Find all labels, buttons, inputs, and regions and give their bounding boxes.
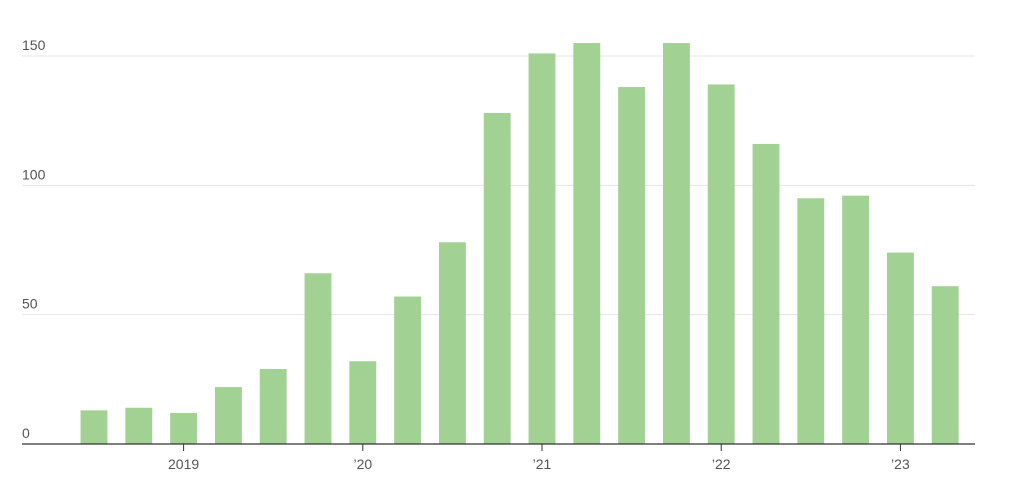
bar — [797, 198, 825, 444]
y-tick-label: 100 — [22, 166, 46, 182]
bar — [528, 53, 556, 445]
y-tick-label: 0 — [22, 425, 30, 441]
bar — [483, 112, 511, 444]
bar — [886, 252, 914, 444]
bar — [170, 412, 198, 444]
x-tick-label: ’20 — [353, 456, 372, 472]
x-tick-label: 2019 — [168, 456, 199, 472]
bar — [618, 87, 646, 444]
bar — [214, 387, 242, 444]
x-tick-label: ’22 — [712, 456, 731, 472]
bar — [438, 242, 466, 444]
bar — [573, 43, 601, 445]
bar — [394, 296, 422, 444]
y-tick-label: 150 — [22, 37, 46, 53]
bar — [662, 43, 690, 445]
bar — [125, 407, 153, 444]
bar — [304, 273, 332, 444]
bar — [707, 84, 735, 444]
bar — [349, 361, 377, 444]
bar — [752, 143, 780, 445]
x-tick-label: ’21 — [533, 456, 552, 472]
y-tick-label: 50 — [22, 296, 38, 312]
bar — [80, 410, 108, 444]
x-tick-label: ’23 — [891, 456, 910, 472]
bar — [842, 195, 870, 444]
bar — [931, 286, 959, 444]
bar — [259, 368, 287, 444]
